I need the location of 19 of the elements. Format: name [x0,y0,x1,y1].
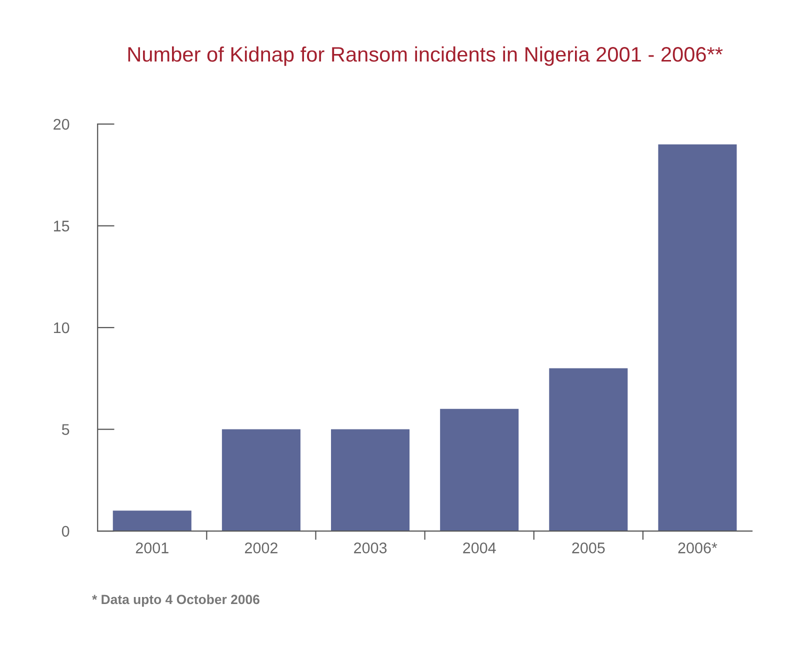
x-tick-label: 2002 [244,542,278,554]
bar [222,429,300,532]
text: * Data upto 4 October 2006 [92,594,260,607]
bar [331,429,410,532]
x-tick-label: 2005 [572,542,605,554]
chart-title: Number of Kidnap for Ransom incidents in Nigeria 2001 - 2006** [128,46,723,66]
y-tick-label: 5 [62,424,70,435]
x-tick-label: 2001 [136,542,168,554]
bar [440,408,519,532]
x-tick-label: 2003 [354,542,387,554]
y-tick-label: 15 [54,220,70,232]
bar [112,510,192,532]
y-tick-label: 0 [62,526,70,537]
y-tick-label: 20 [54,118,70,130]
bar [658,144,737,532]
x-tick-label: 2004 [463,542,496,554]
x-tick-label: 2006* [678,542,718,554]
bar [549,368,628,532]
y-tick-label: 10 [54,322,70,334]
